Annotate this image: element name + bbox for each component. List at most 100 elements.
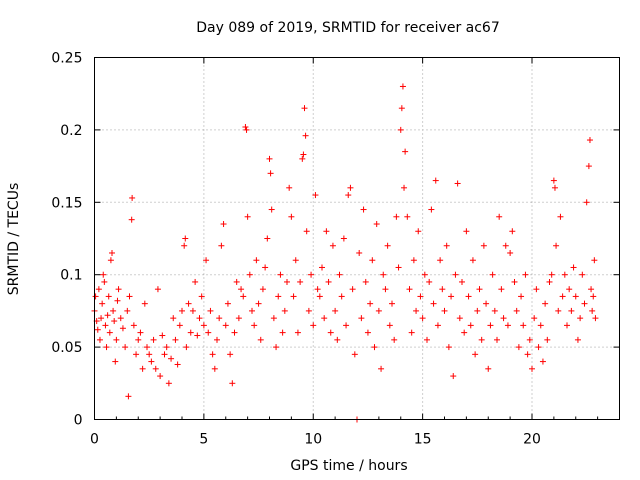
data-point (192, 278, 199, 285)
data-point (288, 213, 295, 220)
data-point (520, 322, 527, 329)
data-point (104, 312, 111, 319)
data-point (92, 293, 99, 300)
data-point (537, 322, 544, 329)
data-point (114, 297, 121, 304)
data-point (498, 286, 505, 293)
data-point (410, 257, 417, 264)
data-point (329, 242, 336, 249)
plot-frame (94, 57, 620, 420)
tick-labels: 0 5 10 15 20 0 0.05 0.1 0.15 0.2 0.25 (51, 51, 541, 448)
data-point (504, 322, 511, 329)
data-point (590, 293, 597, 300)
data-point (432, 177, 439, 184)
data-point (476, 286, 483, 293)
data-point (522, 271, 529, 278)
data-point (439, 286, 446, 293)
data-point (163, 344, 170, 351)
data-point (535, 344, 542, 351)
data-point (548, 271, 555, 278)
data-point (109, 249, 115, 256)
data-point (290, 293, 297, 300)
data-point (325, 278, 332, 285)
data-point (96, 336, 103, 343)
data-point (591, 257, 598, 264)
data-point (581, 300, 588, 307)
data-point (157, 373, 164, 380)
data-point (369, 257, 376, 264)
data-point (509, 228, 516, 235)
data-point (284, 278, 290, 285)
data-point (579, 271, 586, 278)
data-point (391, 336, 398, 343)
axis-ticks (94, 57, 620, 420)
data-point (531, 315, 538, 322)
data-point (450, 373, 457, 380)
data-point (181, 242, 188, 249)
data-point (126, 293, 133, 300)
data-point (154, 286, 161, 293)
data-point (99, 300, 106, 307)
data-point (267, 170, 274, 177)
data-point (224, 300, 231, 307)
data-point (529, 365, 535, 372)
data-point (500, 315, 507, 322)
data-point (125, 393, 132, 400)
data-point (135, 336, 142, 343)
data-point (334, 336, 341, 343)
data-point (297, 278, 304, 285)
data-point (139, 365, 146, 372)
data-point (148, 358, 155, 365)
data-point (478, 336, 485, 343)
y-tick-label: 0.2 (60, 123, 82, 139)
data-point (544, 336, 551, 343)
x-tick-label: 5 (199, 432, 208, 448)
data-point (227, 351, 234, 358)
data-point (340, 235, 347, 242)
data-point (182, 235, 189, 242)
data-point (218, 242, 225, 249)
data-point (487, 322, 494, 329)
data-point (367, 300, 374, 307)
data-point (253, 257, 260, 264)
data-point (209, 351, 216, 358)
data-point (338, 293, 345, 300)
data-point (189, 307, 196, 314)
data-point (273, 344, 280, 351)
data-point (332, 307, 339, 314)
data-point (577, 315, 584, 322)
data-point (378, 365, 385, 372)
data-point (300, 151, 307, 158)
data-point (144, 344, 150, 351)
data-point (146, 351, 153, 358)
data-point (303, 228, 310, 235)
data-point (207, 307, 214, 314)
data-point (235, 315, 242, 322)
data-point (397, 126, 404, 133)
data-point (585, 163, 592, 170)
chart-title: Day 089 of 2019, SRMTID for receiver ac6… (196, 20, 500, 36)
data-point (345, 192, 352, 199)
data-point (211, 365, 218, 372)
data-point (294, 329, 301, 336)
data-point (124, 307, 131, 314)
data-point (589, 307, 596, 314)
data-point (231, 329, 238, 336)
data-point (568, 307, 575, 314)
data-point (424, 336, 430, 343)
data-point (249, 307, 255, 314)
data-point (305, 307, 312, 314)
data-point (586, 137, 593, 144)
data-point (461, 329, 468, 336)
data-point (454, 180, 461, 187)
data-point (526, 336, 533, 343)
data-point (133, 351, 140, 358)
data-point (176, 322, 183, 329)
data-point (152, 365, 159, 372)
data-point (259, 286, 266, 293)
data-point (557, 213, 564, 220)
data-point (467, 322, 474, 329)
data-point (222, 322, 229, 329)
data-point (441, 307, 448, 314)
